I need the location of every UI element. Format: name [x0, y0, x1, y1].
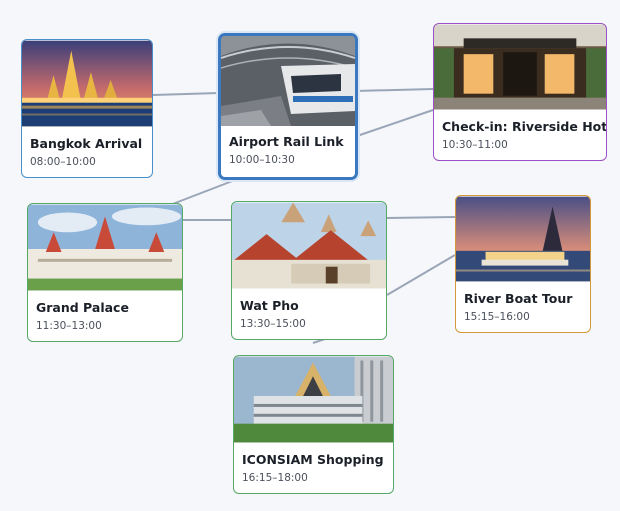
edge-rail-to-hotel	[354, 88, 434, 92]
river-boat-photo	[456, 196, 590, 282]
grand-palace-photo	[28, 204, 182, 291]
edge-wat-pho-to-boat	[386, 216, 456, 219]
node-time: 13:30–15:00	[240, 318, 306, 330]
node-iconsiam-shopping[interactable]: ICONSIAM Shopping 16:15–18:00	[233, 355, 394, 494]
node-grand-palace[interactable]: Grand Palace 11:30–13:00	[27, 203, 183, 342]
node-bangkok-arrival[interactable]: Bangkok Arrival 08:00–10:00	[21, 39, 153, 178]
edge-rail-to-hotel-lower	[356, 109, 434, 137]
node-title: Airport Rail Link	[229, 134, 344, 149]
node-time: 16:15–18:00	[242, 472, 308, 484]
node-title: Wat Pho	[240, 298, 299, 313]
temple-night-photo	[22, 40, 152, 127]
node-title: ICONSIAM Shopping	[242, 452, 384, 467]
node-title: Check-in: Riverside Hotel	[442, 119, 607, 134]
node-wat-pho[interactable]: Wat Pho 13:30–15:00	[231, 201, 387, 340]
node-time: 08:00–10:00	[30, 156, 96, 168]
wat-pho-photo	[232, 202, 386, 289]
node-title: Grand Palace	[36, 300, 129, 315]
iconsiam-photo	[234, 356, 393, 443]
node-airport-rail-link[interactable]: Airport Rail Link 10:00–10:30	[218, 33, 358, 180]
node-time: 10:30–11:00	[442, 139, 508, 151]
node-title: River Boat Tour	[464, 291, 573, 306]
node-river-boat-tour[interactable]: River Boat Tour 15:15–16:00	[455, 195, 591, 333]
node-time: 11:30–13:00	[36, 320, 102, 332]
edge-rail-to-grand-palace	[169, 179, 236, 206]
edge-boat-to-wat-pho-lower	[386, 254, 456, 296]
node-time: 10:00–10:30	[229, 154, 295, 166]
hotel-photo	[434, 24, 606, 110]
node-title: Bangkok Arrival	[30, 136, 143, 151]
train-photo	[221, 36, 355, 126]
edge-arrival-to-rail	[152, 92, 220, 96]
node-check-in-riverside-hotel[interactable]: Check-in: Riverside Hotel 10:30–11:00	[433, 23, 607, 161]
node-time: 15:15–16:00	[464, 311, 530, 323]
